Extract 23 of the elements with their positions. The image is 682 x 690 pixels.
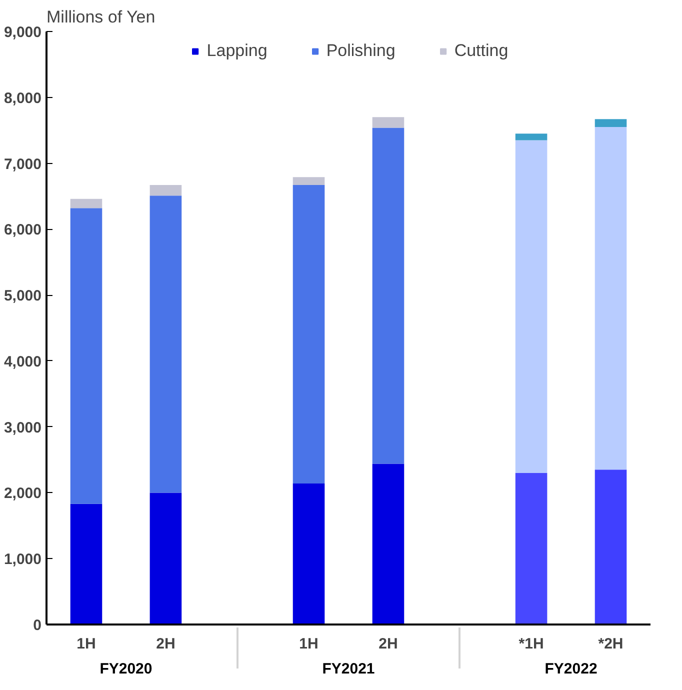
text: FY2021 — [322, 660, 375, 678]
y-axis-title: Millions of Yen — [46, 8, 156, 26]
text: FY2020 — [100, 660, 152, 678]
y-tick-label: 6,000 — [4, 222, 42, 239]
y-tick-label: 9,000 — [4, 24, 42, 41]
y-tick-label: 5,000 — [4, 288, 42, 305]
text: FY2022 — [544, 660, 598, 678]
y-tick-label: 0 — [33, 617, 42, 634]
y-tick-label: 8,000 — [4, 90, 42, 107]
legend-label: Polishing — [326, 41, 396, 61]
y-tick-label: 7,000 — [4, 156, 42, 173]
legend-label: Lapping — [206, 41, 268, 61]
y-tick-label: 1,000 — [4, 551, 42, 568]
x-tick-label: *1H — [518, 636, 544, 652]
y-tick-label: 4,000 — [4, 353, 42, 370]
x-tick-label: 2H — [156, 636, 176, 652]
y-tick-label: 2,000 — [4, 485, 42, 502]
legend-label: Cutting — [454, 41, 508, 61]
x-tick-label: *2H — [598, 636, 624, 652]
x-tick-label: 2H — [378, 636, 398, 652]
x-tick-label: 1H — [76, 636, 96, 652]
x-tick-label: 1H — [299, 636, 318, 652]
y-tick-label: 3,000 — [4, 419, 42, 436]
